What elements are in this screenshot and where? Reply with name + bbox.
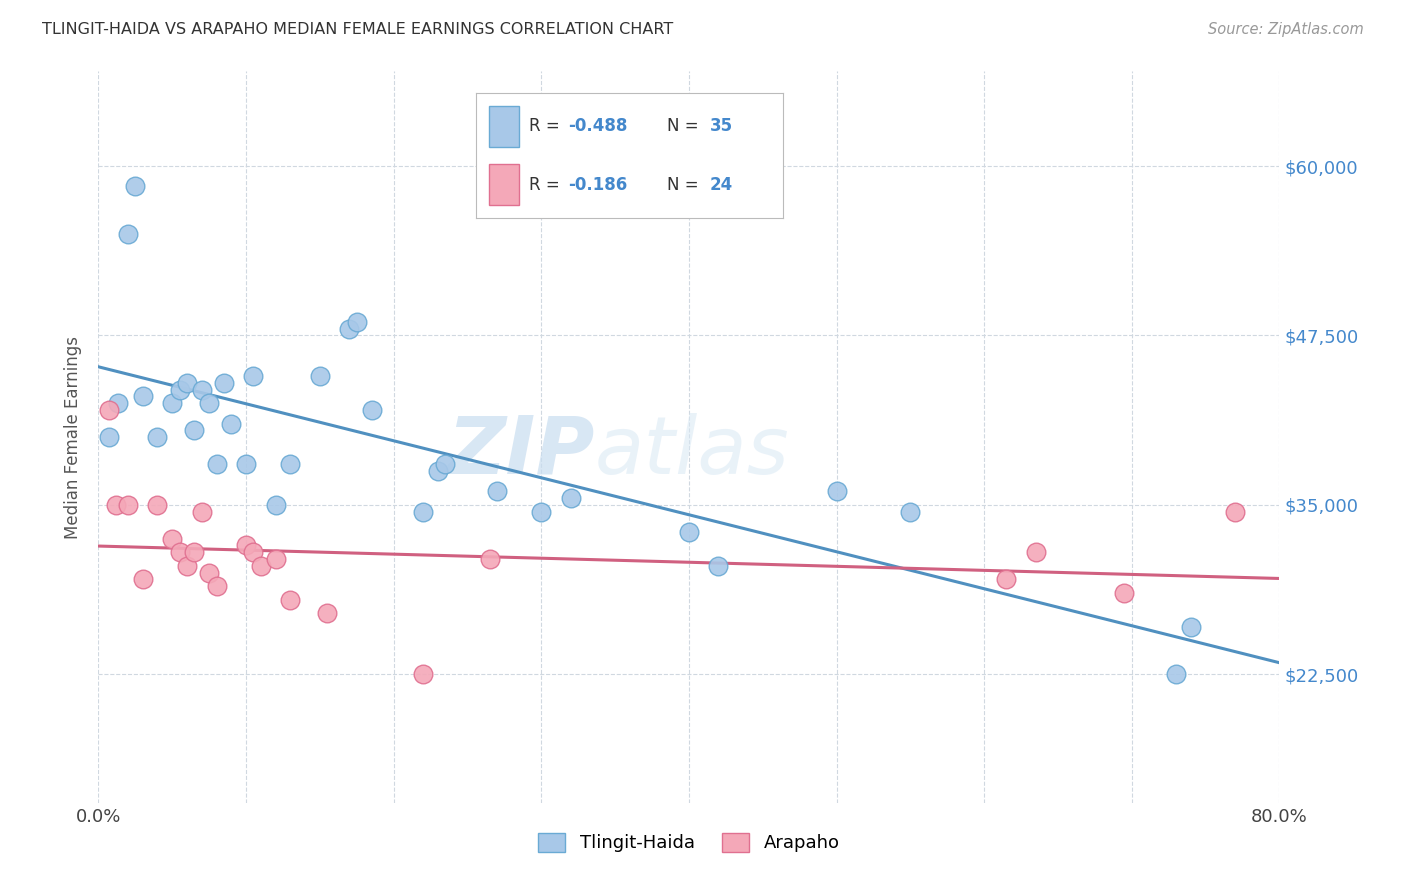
Point — [205, 457, 228, 471]
Point — [183, 423, 205, 437]
Point — [412, 667, 434, 681]
Point — [117, 498, 139, 512]
Y-axis label: Median Female Earnings: Median Female Earnings — [65, 335, 83, 539]
Point — [1114, 586, 1136, 600]
Point — [678, 524, 700, 539]
Point — [132, 572, 155, 586]
Point — [478, 552, 501, 566]
Point — [212, 376, 235, 390]
Point — [1180, 620, 1202, 634]
Point — [162, 396, 183, 410]
Point — [235, 538, 257, 552]
Point — [169, 383, 191, 397]
Text: ZIP: ZIP — [447, 413, 595, 491]
Point — [162, 532, 183, 546]
Point — [105, 498, 128, 512]
Point — [242, 545, 264, 559]
Text: Source: ZipAtlas.com: Source: ZipAtlas.com — [1208, 22, 1364, 37]
Point — [146, 430, 169, 444]
Point — [412, 505, 434, 519]
Point — [530, 505, 553, 519]
Point — [124, 179, 146, 194]
Point — [176, 376, 198, 390]
Text: TLINGIT-HAIDA VS ARAPAHO MEDIAN FEMALE EARNINGS CORRELATION CHART: TLINGIT-HAIDA VS ARAPAHO MEDIAN FEMALE E… — [42, 22, 673, 37]
Point — [1166, 667, 1188, 681]
Point — [107, 396, 129, 410]
Point — [169, 545, 191, 559]
Point — [346, 315, 368, 329]
Point — [205, 579, 228, 593]
Point — [1025, 545, 1047, 559]
Point — [825, 484, 848, 499]
Point — [264, 498, 287, 512]
Point — [486, 484, 509, 499]
Point — [434, 457, 457, 471]
Point — [900, 505, 922, 519]
Legend: Tlingit-Haida, Arapaho: Tlingit-Haida, Arapaho — [531, 826, 846, 860]
Point — [264, 552, 287, 566]
Point — [198, 566, 221, 580]
Point — [427, 464, 450, 478]
Text: atlas: atlas — [595, 413, 789, 491]
Point — [1225, 505, 1247, 519]
Point — [191, 383, 214, 397]
Point — [309, 369, 332, 384]
Point — [97, 430, 120, 444]
Point — [339, 322, 361, 336]
Point — [235, 457, 257, 471]
Point — [176, 558, 198, 573]
Point — [280, 457, 302, 471]
Point — [198, 396, 221, 410]
Point — [117, 227, 139, 241]
Point — [132, 389, 155, 403]
Point — [183, 545, 205, 559]
Point — [560, 491, 582, 505]
Point — [280, 592, 302, 607]
Point — [995, 572, 1018, 586]
Point — [191, 505, 214, 519]
Point — [242, 369, 264, 384]
Point — [707, 558, 730, 573]
Point — [146, 498, 169, 512]
Point — [250, 558, 273, 573]
Point — [97, 403, 120, 417]
Point — [316, 606, 339, 620]
Point — [221, 417, 243, 431]
Point — [360, 403, 382, 417]
